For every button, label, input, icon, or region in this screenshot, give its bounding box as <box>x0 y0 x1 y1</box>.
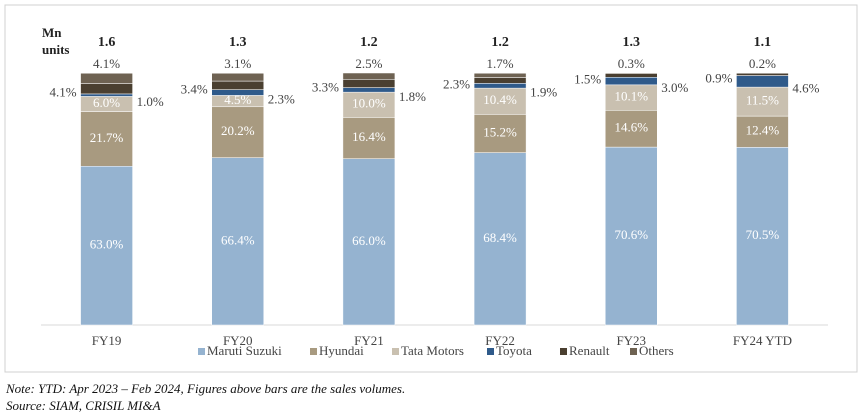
value-label: 2.3% <box>443 76 470 91</box>
x-tick-label: FY19 <box>92 333 122 348</box>
value-label: 1.0% <box>137 94 164 109</box>
bar-segment <box>80 73 133 84</box>
value-label: 3.1% <box>224 56 251 71</box>
bar-segment <box>80 111 133 167</box>
value-label: 3.0% <box>661 80 688 95</box>
bar-segment <box>80 165 133 326</box>
bar-segment <box>342 87 396 93</box>
value-label: 11.5% <box>746 93 779 108</box>
x-tick-label: FY21 <box>354 333 384 348</box>
legend-marker <box>392 348 399 355</box>
bar-segment <box>736 72 789 74</box>
value-label: 0.3% <box>618 56 645 71</box>
bar-segment <box>736 147 789 326</box>
bar-segment <box>473 114 527 153</box>
bar-segment <box>211 80 264 90</box>
value-label: 10.1% <box>614 89 648 104</box>
value-label: 15.2% <box>483 124 517 139</box>
legend-label: Renault <box>569 343 610 358</box>
bar-segment <box>342 117 396 159</box>
bar-segment <box>736 73 789 76</box>
bar-segment <box>605 110 658 148</box>
value-label: 0.9% <box>705 70 732 85</box>
value-label: 2.5% <box>355 56 382 71</box>
value-label: 1.8% <box>399 89 426 104</box>
value-label: 66.0% <box>352 233 386 248</box>
note: Note: YTD: Apr 2023 – Feb 2024, Figures … <box>6 381 406 396</box>
x-tick-label: FY20 <box>223 333 253 348</box>
x-tick-label: FY22 <box>485 333 515 348</box>
value-label: 1.5% <box>574 71 601 86</box>
bar-segment <box>211 157 264 326</box>
total-label: 1.3 <box>623 35 641 50</box>
value-label: 4.1% <box>49 85 76 100</box>
bar-segment <box>473 83 527 89</box>
bar-segment <box>211 106 264 158</box>
bar-segment <box>211 89 264 96</box>
bar-segment <box>605 77 658 86</box>
value-label: 16.4% <box>352 129 386 144</box>
value-label: 12.4% <box>746 123 780 138</box>
value-label: 6.0% <box>93 95 120 110</box>
bar-segment <box>342 158 396 326</box>
value-label: 10.0% <box>352 96 386 111</box>
bar-segment <box>80 83 133 95</box>
value-label: 68.4% <box>483 230 517 245</box>
legend-label: Tata Motors <box>401 343 464 358</box>
total-label: 1.1 <box>754 35 772 50</box>
value-label: 70.6% <box>614 227 648 242</box>
bar-segment <box>605 72 658 74</box>
value-label: 20.2% <box>221 123 255 138</box>
total-label: 1.3 <box>229 35 247 50</box>
value-label: 2.3% <box>268 92 295 107</box>
bar-segment <box>342 72 396 80</box>
bar-segment <box>211 73 264 82</box>
value-label: 4.5% <box>224 92 251 107</box>
total-label: 1.6 <box>98 35 116 50</box>
value-label: 3.4% <box>181 81 208 96</box>
chart-border <box>4 4 858 373</box>
x-tick-label: FY23 <box>616 333 646 348</box>
bar-segment <box>736 75 789 88</box>
value-label: 66.4% <box>221 232 255 247</box>
bar-segment <box>473 77 527 84</box>
legend-marker <box>487 348 494 355</box>
value-label: 1.7% <box>487 56 514 71</box>
bar-segment <box>473 73 527 78</box>
legend-label: Maruti Suzuki <box>207 343 282 358</box>
value-label: 70.5% <box>746 227 780 242</box>
source: Source: SIAM, CRISIL MI&A <box>6 398 161 413</box>
y-axis-label: Mn units <box>42 25 70 57</box>
legend-marker <box>630 348 637 355</box>
legend-marker <box>198 348 205 355</box>
bar-segment <box>605 73 658 78</box>
total-label: 1.2 <box>360 35 378 50</box>
bar-segment <box>473 152 527 326</box>
bar-segment <box>80 93 133 97</box>
bar-segment <box>605 146 658 326</box>
value-label: 63.0% <box>90 237 124 252</box>
bar-segment <box>473 87 527 115</box>
bar-segment <box>342 79 396 88</box>
value-label: 1.9% <box>530 85 557 100</box>
legend-marker <box>560 348 567 355</box>
total-label: 1.2 <box>491 35 509 50</box>
value-label: 14.6% <box>614 120 648 135</box>
legend-label: Toyota <box>496 343 532 358</box>
value-label: 21.7% <box>90 130 124 145</box>
legend-label: Hyundai <box>319 343 364 358</box>
value-label: 3.3% <box>312 79 339 94</box>
value-label: 0.2% <box>749 56 776 71</box>
x-tick-label: FY24 YTD <box>733 333 792 348</box>
bar-segment <box>342 91 396 118</box>
value-label: 10.4% <box>483 92 517 107</box>
legend-label: Others <box>639 343 674 358</box>
legend-marker <box>310 348 317 355</box>
value-label: 4.1% <box>93 56 120 71</box>
bar-segment <box>736 115 789 148</box>
value-label: 4.6% <box>792 80 819 95</box>
